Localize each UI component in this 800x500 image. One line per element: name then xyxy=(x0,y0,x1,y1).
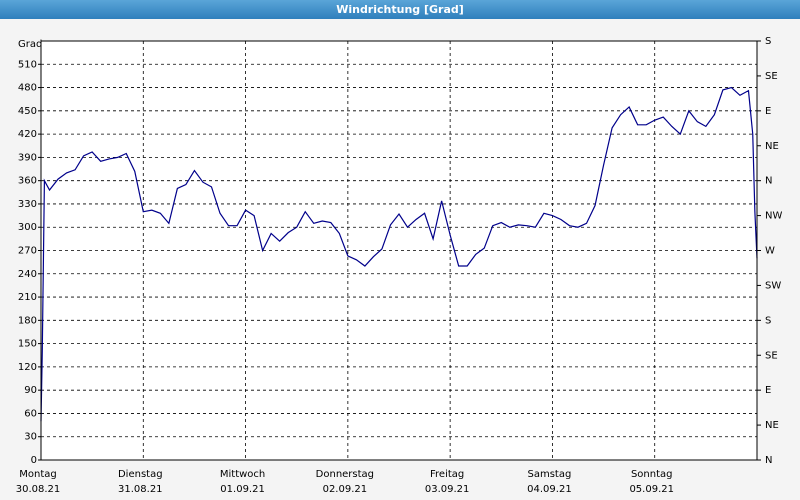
x-tick-date: 03.09.21 xyxy=(425,484,470,495)
x-tick-label: Donnerstag xyxy=(316,469,374,480)
y2-tick-label: S xyxy=(765,36,771,47)
y2-tick-label: NE xyxy=(765,141,779,152)
y2-tick-label: NE xyxy=(765,420,779,431)
y-tick-label: 180 xyxy=(18,315,37,326)
y-axis-label: Grad xyxy=(18,39,42,50)
y2-tick-label: W xyxy=(765,246,775,257)
y2-tick-label: S xyxy=(765,315,771,326)
y-tick-label: 0 xyxy=(31,455,37,466)
y2-tick-label: SW xyxy=(765,280,781,291)
x-tick-label: Freitag xyxy=(430,469,464,480)
y-tick-label: 210 xyxy=(18,292,37,303)
y-tick-label: 420 xyxy=(18,129,37,140)
x-tick-label: Mittwoch xyxy=(220,469,265,480)
y-tick-label: 270 xyxy=(18,246,37,257)
y-tick-label: 150 xyxy=(18,339,37,350)
y-tick-label: 450 xyxy=(18,106,37,117)
y-tick-label: 60 xyxy=(24,408,37,419)
x-tick-label: Samstag xyxy=(528,469,572,480)
y-tick-label: 30 xyxy=(24,432,37,443)
x-tick-date: 01.09.21 xyxy=(220,484,265,495)
y2-tick-label: E xyxy=(765,385,771,396)
y-tick-label: 390 xyxy=(18,152,37,163)
marks xyxy=(40,86,758,422)
data-line xyxy=(40,86,758,422)
x-tick-date: 05.09.21 xyxy=(629,484,674,495)
x-tick-date: 02.09.21 xyxy=(323,484,368,495)
y2-tick-label: SE xyxy=(765,350,778,361)
x-tick-date: 31.08.21 xyxy=(118,484,163,495)
y-tick-label: 120 xyxy=(18,362,37,373)
y-tick-label: 300 xyxy=(18,222,37,233)
y-tick-label: 330 xyxy=(18,199,37,210)
y2-tick-label: E xyxy=(765,106,771,117)
chart-title: Windrichtung [Grad] xyxy=(336,3,464,16)
x-tick-label: Montag xyxy=(19,469,56,480)
x-tick-label: Sonntag xyxy=(631,469,673,480)
y-tick-label: 90 xyxy=(24,385,37,396)
y-tick-label: 240 xyxy=(18,269,37,280)
y-tick-label: 510 xyxy=(18,59,37,70)
y2-tick-label: N xyxy=(765,176,772,187)
y2-tick-label: NW xyxy=(765,211,782,222)
x-tick-label: Dienstag xyxy=(118,469,163,480)
y-tick-label: 360 xyxy=(18,176,37,187)
x-tick-date: 04.09.21 xyxy=(527,484,572,495)
y-tick-label: 480 xyxy=(18,83,37,94)
y2-tick-label: SE xyxy=(765,71,778,82)
plot-frame xyxy=(40,40,758,461)
y2-tick-label: N xyxy=(765,455,772,466)
x-tick-date: 30.08.21 xyxy=(16,484,61,495)
title-bar xyxy=(0,0,800,19)
